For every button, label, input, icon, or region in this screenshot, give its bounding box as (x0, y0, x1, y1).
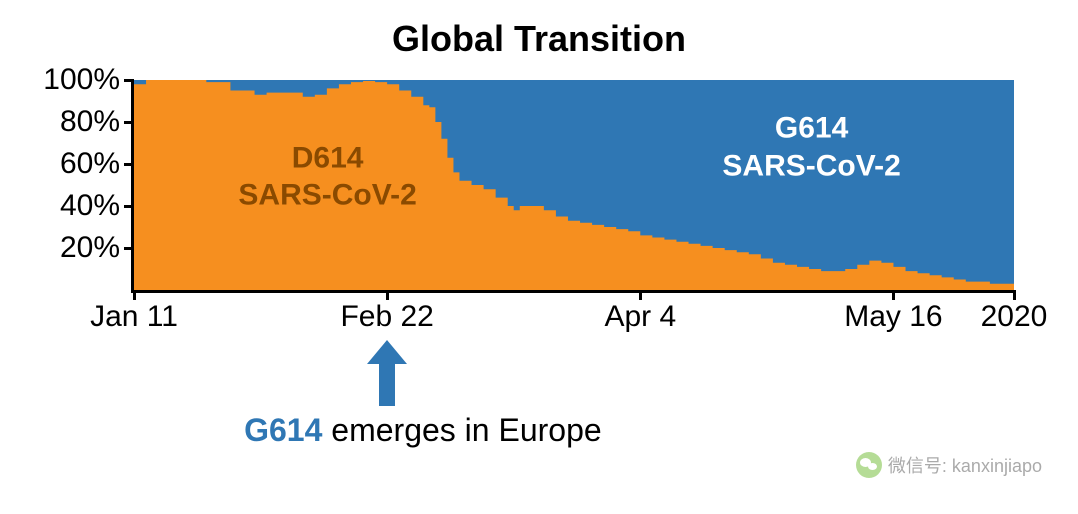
y-tick-label: 20% (60, 231, 120, 265)
y-tick-label: 40% (60, 189, 120, 223)
x-tick-label: Jan 11 (90, 300, 178, 334)
y-tick-mark (124, 247, 134, 250)
annotation-text-bold: G614 (244, 412, 322, 448)
y-axis-line (131, 80, 134, 293)
x-tick-mark (892, 290, 895, 300)
y-tick-label: 100% (43, 63, 120, 97)
y-tick-label: 80% (60, 105, 120, 139)
wechat-watermark: 微信号: kanxinjiapo (856, 452, 1042, 478)
x-tick-mark (386, 290, 389, 300)
chart-title: Global Transition (0, 18, 1078, 60)
series-label-g614-line2: SARS-CoV-2 (722, 147, 900, 185)
chart-plot-area: 20%40%60%80%100% Jan 11Feb 22Apr 4May 16… (134, 80, 1014, 290)
annotation-arrow (367, 340, 407, 406)
x-tick-label: Feb 22 (340, 300, 433, 334)
x-axis-line (134, 290, 1014, 293)
y-tick-mark (124, 121, 134, 124)
series-label-d614: D614 SARS-CoV-2 (238, 139, 416, 214)
y-tick-mark (124, 205, 134, 208)
series-label-g614: G614 SARS-CoV-2 (722, 110, 900, 185)
series-label-d614-line2: SARS-CoV-2 (238, 177, 416, 215)
x-tick-label: May 16 (844, 300, 942, 334)
series-label-d614-line1: D614 (238, 139, 416, 177)
x-tick-mark (133, 290, 136, 300)
x-tick-mark (1013, 290, 1016, 300)
x-tick-label: Apr 4 (604, 300, 676, 334)
y-tick-label: 60% (60, 147, 120, 181)
y-tick-mark (124, 79, 134, 82)
annotation-text: G614 emerges in Europe (244, 412, 602, 449)
y-tick-mark (124, 163, 134, 166)
wechat-icon (856, 452, 882, 478)
x-tick-label: 2020 (981, 300, 1048, 334)
series-label-g614-line1: G614 (722, 110, 900, 148)
x-tick-mark (639, 290, 642, 300)
annotation-text-rest: emerges in Europe (322, 412, 601, 448)
wechat-text: 微信号: kanxinjiapo (888, 452, 1042, 478)
